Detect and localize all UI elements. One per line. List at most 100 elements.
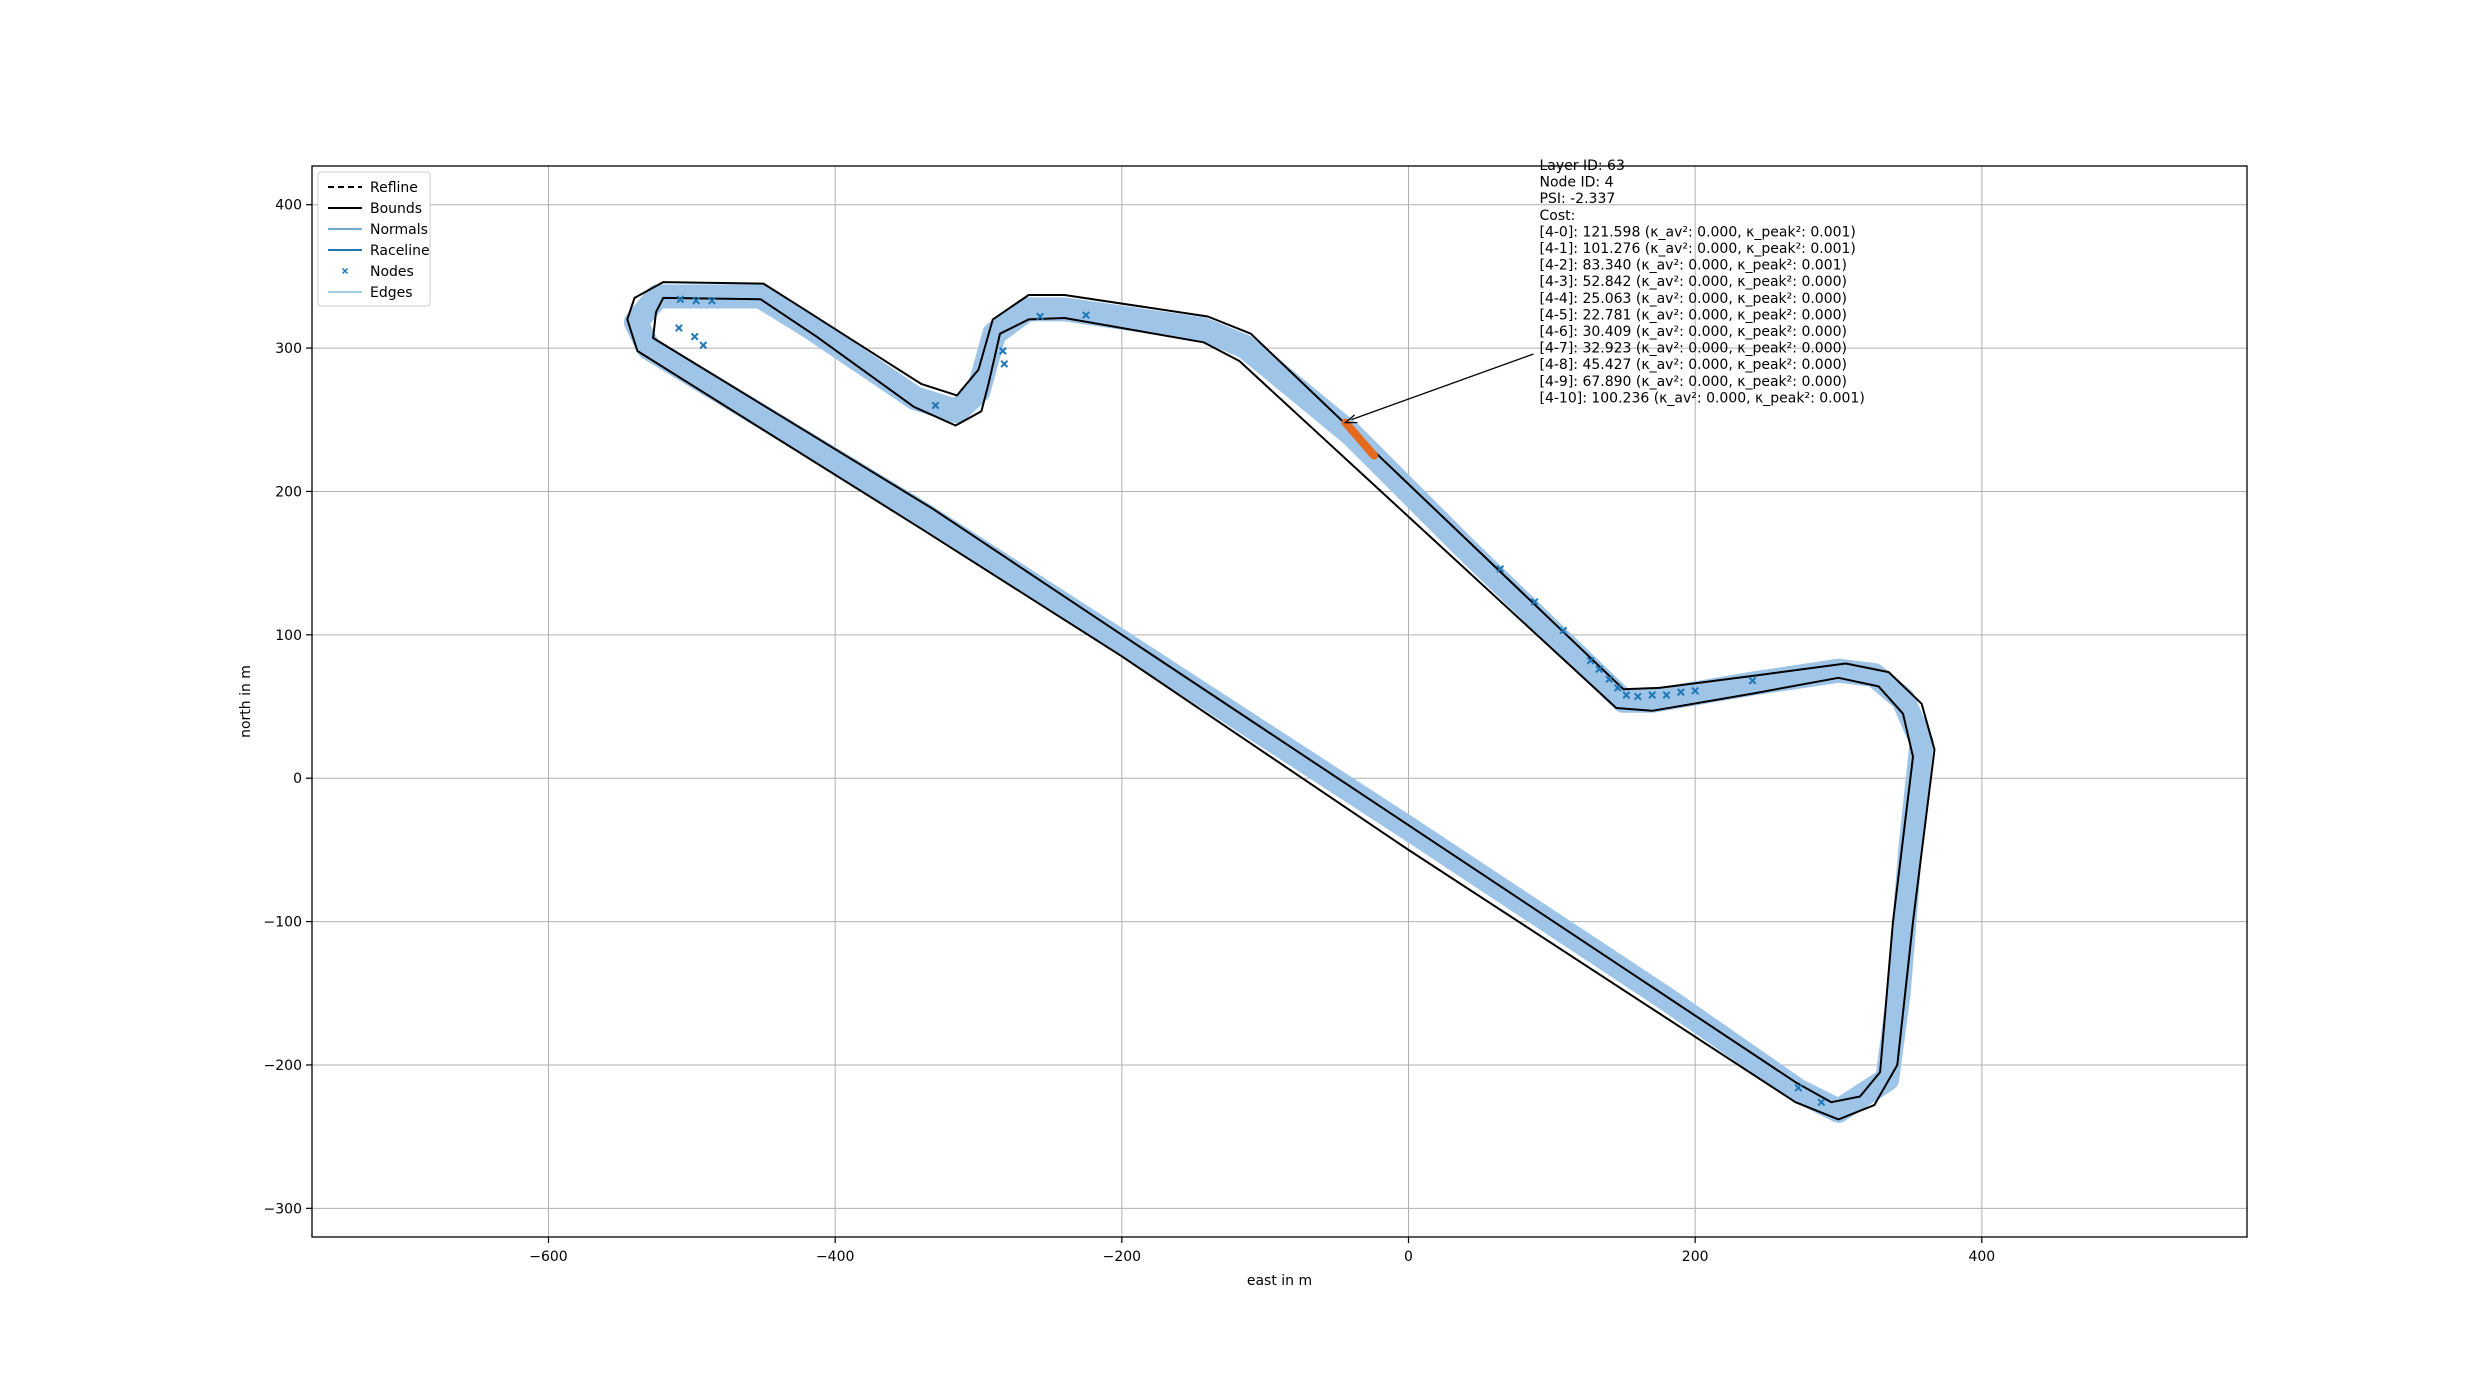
node-marker-stroke	[1622, 691, 1631, 699]
node-marker-stroke	[1586, 656, 1595, 665]
node-marker-stroke	[1648, 691, 1657, 699]
highlighted-edge	[1341, 418, 1379, 460]
annotation-line: [4-8]: 45.427 (κ_av²: 0.000, κ_peak²: 0.…	[1540, 357, 1848, 373]
legend-entry: Edges	[328, 285, 413, 301]
node-marker-stroke	[1748, 676, 1757, 685]
node-marker	[675, 324, 683, 332]
x-tick-label: −600	[529, 1249, 567, 1265]
node-marker	[1586, 656, 1595, 665]
node-marker	[699, 341, 708, 350]
annotation-arrowhead	[1343, 414, 1358, 424]
annotation-line: [4-6]: 30.409 (κ_av²: 0.000, κ_peak²: 0.…	[1540, 324, 1848, 340]
legend-label: Bounds	[370, 201, 422, 217]
legend-swatch	[341, 267, 349, 275]
node-marker-stroke	[1496, 564, 1505, 573]
y-tick-label: −200	[264, 1058, 302, 1074]
annotation-line: [4-2]: 83.340 (κ_av²: 0.000, κ_peak²: 0.…	[1540, 258, 1848, 274]
node-marker	[692, 296, 701, 305]
node-marker	[931, 401, 940, 410]
annotation-line: [4-5]: 22.781 (κ_av²: 0.000, κ_peak²: 0.…	[1540, 307, 1848, 323]
node-marker	[998, 347, 1007, 355]
y-tick-label: 300	[275, 341, 302, 357]
x-tick-label: −200	[1103, 1249, 1141, 1265]
node-marker-stroke	[1530, 597, 1539, 606]
annotation-line: [4-1]: 101.276 (κ_av²: 0.000, κ_peak²: 0…	[1540, 241, 1856, 257]
legend-label: Edges	[370, 285, 413, 301]
axis-ticks: −600 −400 −200 0 200 400 −300 −200 −100 0 100 200 30…	[264, 198, 1996, 1265]
node-marker-stroke	[676, 295, 685, 304]
node-marker	[1559, 626, 1568, 635]
node-marker	[1691, 686, 1700, 695]
node-marker	[1530, 597, 1539, 606]
edges-band	[623, 284, 1934, 1123]
x-axis-label: east in m	[1247, 1273, 1312, 1289]
legend-entry: Normals	[328, 222, 428, 238]
node-marker-stroke	[690, 332, 699, 341]
node-marker-stroke	[1794, 1083, 1803, 1092]
node-marker	[676, 295, 685, 304]
node-marker-stroke	[1633, 692, 1642, 701]
node-marker-stroke	[1082, 311, 1090, 320]
legend: Refline Bounds Normals Raceline Nodes Edges	[317, 171, 431, 307]
legend-entry: Raceline	[328, 243, 430, 259]
node-marker	[707, 296, 716, 305]
node-marker	[1082, 311, 1090, 320]
node-marker-stroke	[1676, 688, 1685, 697]
node-marker	[1633, 692, 1642, 701]
legend-label: Raceline	[370, 243, 430, 259]
x-tick-label: 0	[1404, 1249, 1413, 1265]
y-tick-label: 400	[275, 198, 302, 214]
node-marker	[1613, 683, 1622, 692]
node-marker	[1036, 312, 1045, 321]
node-marker	[1748, 676, 1757, 685]
node-marker-stroke	[1691, 686, 1700, 695]
annotation-line: [4-10]: 100.236 (κ_av²: 0.000, κ_peak²: …	[1540, 390, 1865, 406]
y-tick-label: 0	[293, 771, 302, 787]
node-marker	[1000, 359, 1009, 368]
node-marker	[1794, 1083, 1803, 1092]
bound-inner	[652, 296, 1914, 1104]
annotation-line: [4-7]: 32.923 (κ_av²: 0.000, κ_peak²: 0.…	[1540, 341, 1848, 357]
bound-outer	[626, 281, 1936, 1121]
legend-entry: Bounds	[328, 201, 422, 217]
legend-entry: Refline	[328, 180, 418, 196]
x-tick-label: 400	[1968, 1249, 1995, 1265]
legend-label: Nodes	[370, 264, 414, 280]
node-marker	[1817, 1098, 1826, 1107]
node-marker-stroke	[998, 347, 1007, 355]
legend-label: Refline	[370, 180, 418, 196]
node-marker	[1622, 691, 1631, 699]
annotation-line: [4-9]: 67.890 (κ_av²: 0.000, κ_peak²: 0.…	[1540, 374, 1848, 390]
annotation-arrow	[1351, 353, 1534, 421]
node-marker-stroke	[1662, 691, 1671, 699]
node-marker	[1648, 691, 1657, 699]
annotation-line: [4-3]: 52.842 (κ_av²: 0.000, κ_peak²: 0.…	[1540, 274, 1848, 290]
legend-label: Normals	[370, 222, 428, 238]
node-marker	[1605, 675, 1614, 684]
legend-entry: Nodes	[341, 264, 414, 280]
y-tick-label: 100	[275, 628, 302, 644]
node-marker	[1662, 691, 1671, 699]
annotation-line: [4-0]: 121.598 (κ_av²: 0.000, κ_peak²: 0…	[1540, 224, 1856, 240]
node-marker-stroke	[931, 401, 940, 410]
axes-frame	[311, 165, 2248, 1238]
y-tick-label: −100	[264, 915, 302, 931]
annotation-line: Cost:	[1540, 208, 1576, 224]
x-tick-label: −400	[816, 1249, 854, 1265]
node-marker	[690, 332, 699, 341]
node-marker	[1676, 688, 1685, 697]
node-marker-stroke	[1605, 675, 1614, 684]
node-marker-stroke	[692, 296, 701, 305]
node-marker-stroke	[1559, 626, 1568, 635]
node-marker	[1496, 564, 1505, 573]
node-marker-stroke	[675, 324, 683, 332]
y-tick-label: −300	[264, 1201, 302, 1217]
node-marker-stroke	[1817, 1098, 1826, 1107]
annotation-line: Node ID: 4	[1540, 175, 1614, 191]
x-tick-label: 200	[1682, 1249, 1709, 1265]
node-marker-stroke	[699, 341, 708, 350]
track-layer	[623, 281, 1936, 1123]
node-marker-stroke	[1000, 359, 1009, 368]
annotation-line: Layer ID: 63	[1540, 158, 1625, 174]
